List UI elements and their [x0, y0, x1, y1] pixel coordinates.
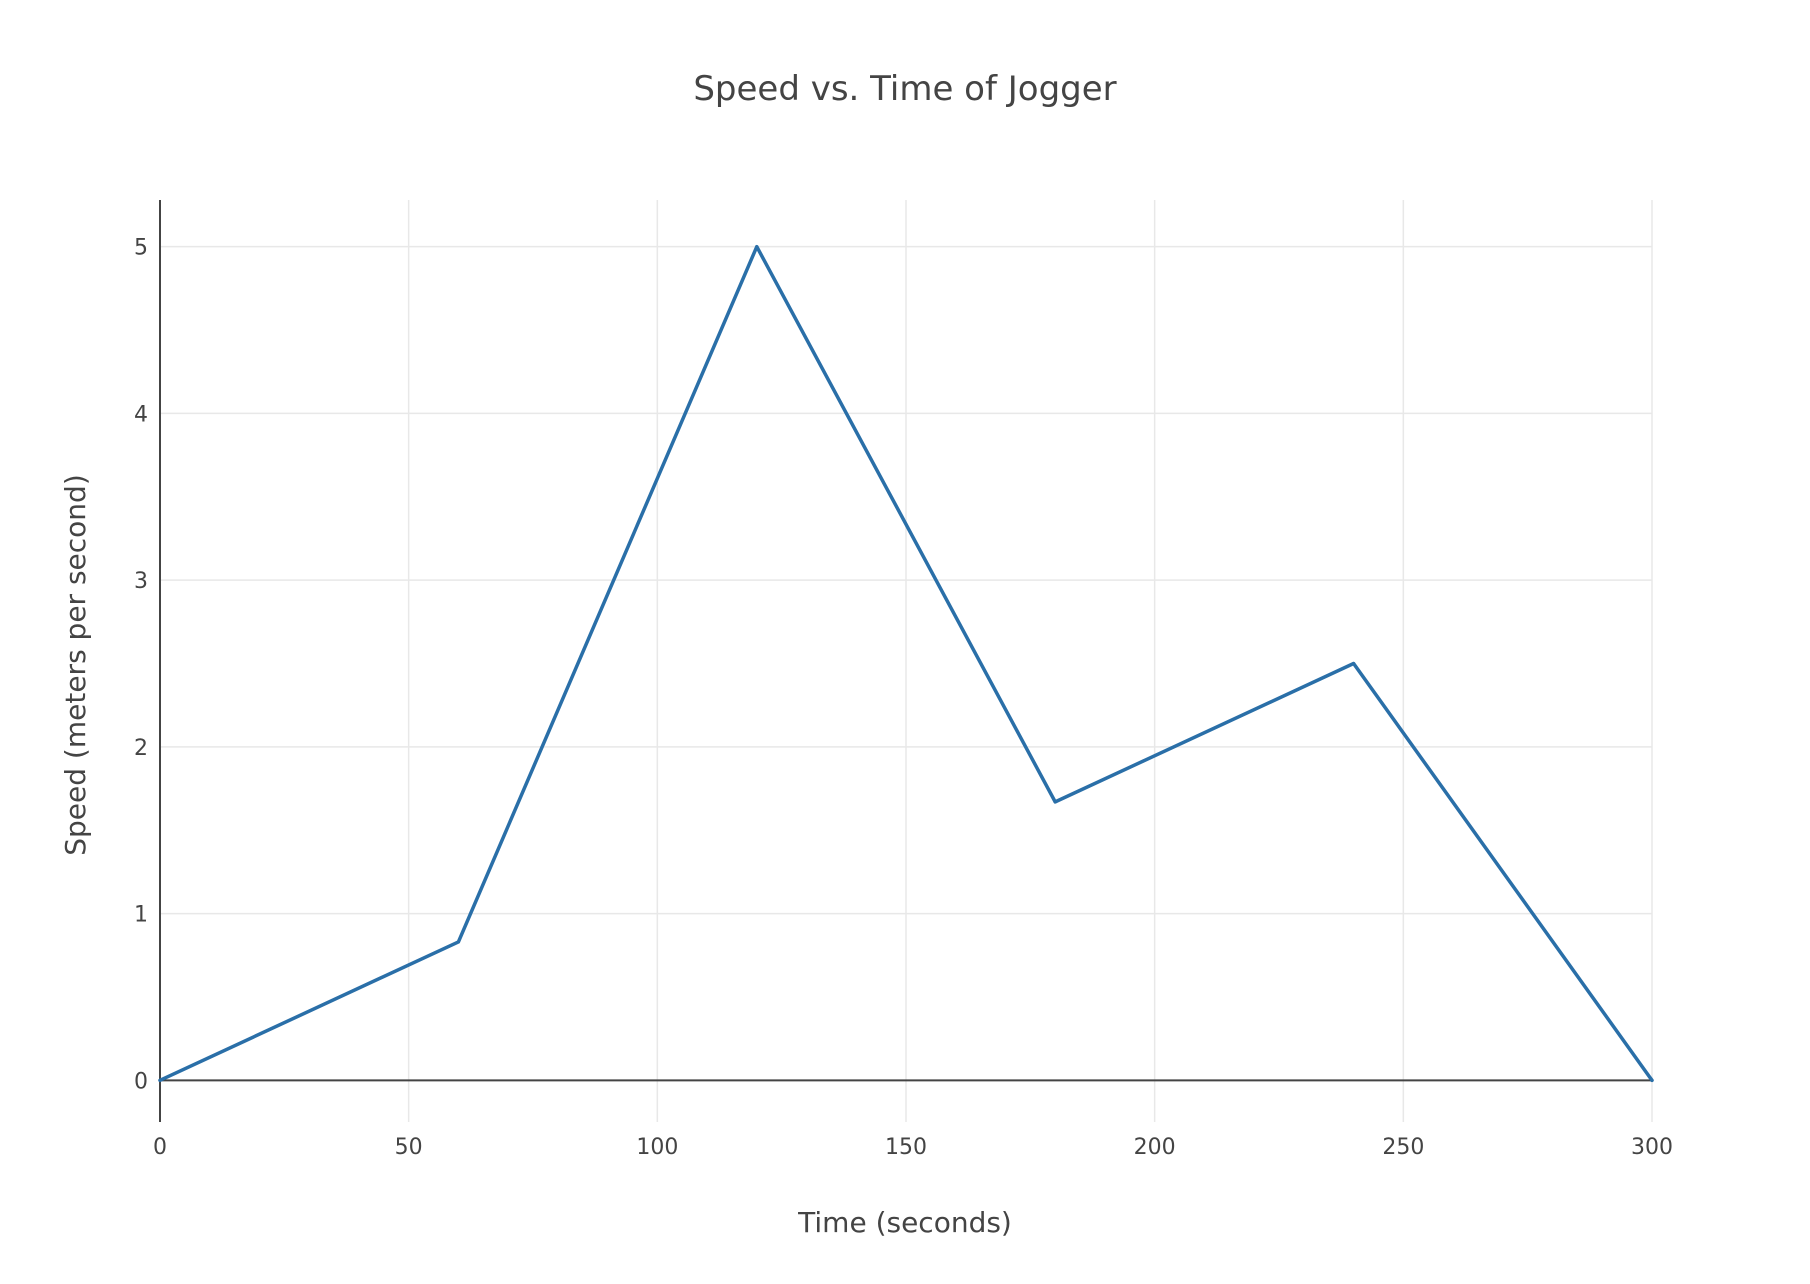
- x-tick-label: 50: [395, 1135, 423, 1160]
- data-point: [1352, 661, 1356, 666]
- data-point: [158, 1078, 162, 1082]
- x-axis-title: Time (seconds): [797, 1206, 1012, 1239]
- y-tick-label: 5: [134, 236, 148, 261]
- x-tick-label: 250: [1382, 1135, 1424, 1160]
- series-line: [158, 244, 1654, 1083]
- grid-lines: [160, 200, 1653, 1122]
- y-tick-label: 3: [134, 569, 148, 594]
- series-layer: [158, 244, 1654, 1083]
- x-tick-label: 100: [636, 1135, 678, 1160]
- y-tick-label: 4: [134, 402, 148, 427]
- data-point: [1650, 1078, 1654, 1082]
- chart-title: Speed vs. Time of Jogger: [693, 69, 1116, 109]
- y-tick-label: 2: [134, 736, 148, 761]
- x-tick-label: 200: [1134, 1135, 1176, 1160]
- axes: [159, 200, 1652, 1122]
- data-point: [1053, 800, 1057, 804]
- data-point: [755, 245, 759, 249]
- x-tick-label: 300: [1631, 1135, 1673, 1160]
- tick-labels: 0 50 100 150 200 250 300 0 1 2 3 4 5: [134, 236, 1673, 1160]
- y-tick-label: 1: [134, 903, 148, 928]
- x-tick-label: 150: [885, 1135, 927, 1160]
- x-tick-label: 0: [153, 1135, 167, 1160]
- data-point: [456, 940, 460, 944]
- y-axis-title: Speed (meters per second): [59, 474, 92, 856]
- y-tick-label: 0: [134, 1069, 148, 1094]
